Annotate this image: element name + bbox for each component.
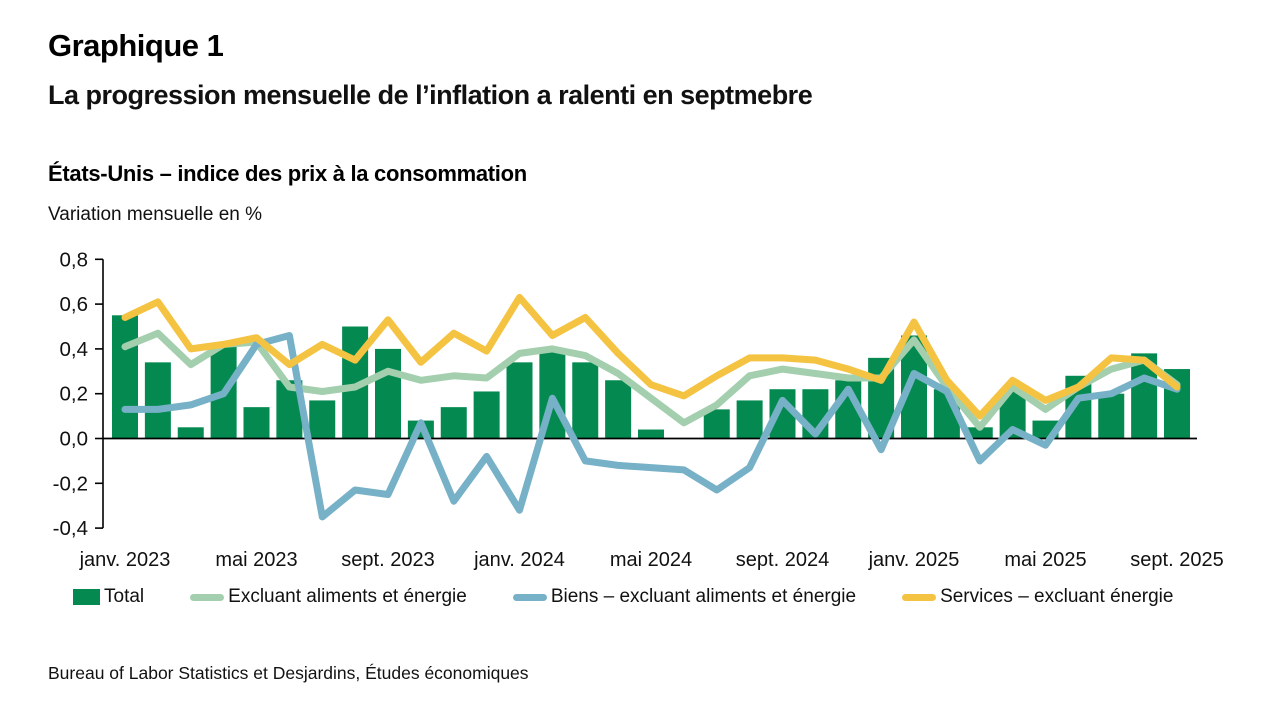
total-bar-swatch-icon — [73, 589, 100, 605]
x-tick-label: sept. 2025 — [1130, 549, 1223, 571]
legend-label-services: Services – excluant énergie — [940, 586, 1174, 607]
series-line — [121, 332, 1181, 521]
total-bar — [440, 407, 467, 439]
x-tick-label: mai 2024 — [610, 549, 692, 571]
chart-kicker: Graphique 1 — [48, 28, 224, 63]
x-tick-label: janv. 2025 — [868, 549, 960, 571]
total-bar — [144, 362, 171, 439]
chart-legend: Total Excluant aliments et énergie Biens… — [73, 586, 1173, 608]
total-bar — [177, 427, 204, 439]
total-bar — [1098, 393, 1125, 439]
total-bar — [473, 391, 500, 439]
y-tick-label: -0,4 — [53, 517, 88, 540]
total-bar — [605, 380, 632, 439]
y-tick-label: 0,2 — [60, 383, 89, 406]
total-bar — [703, 409, 730, 439]
legend-label-core: Excluant aliments et énergie — [228, 586, 467, 607]
x-tick-label: sept. 2024 — [736, 549, 829, 571]
legend-item-services: Services – excluant énergie — [902, 586, 1173, 608]
chart-subtitle: États-Unis – indice des prix à la consom… — [48, 161, 527, 186]
y-tick-label: 0,8 — [60, 248, 89, 271]
goods-line-swatch-icon — [512, 593, 547, 601]
total-bar — [572, 362, 599, 439]
y-tick-label: 0,0 — [60, 428, 89, 451]
total-bar — [243, 407, 270, 439]
total-bar — [506, 362, 533, 439]
page-title: La progression mensuelle de l’inflation … — [48, 80, 813, 110]
total-bar — [112, 315, 138, 439]
x-tick-label: mai 2023 — [215, 549, 297, 571]
services-line-swatch-icon — [902, 593, 937, 601]
x-tick-label: janv. 2024 — [473, 549, 565, 571]
core-line-swatch-icon — [190, 593, 225, 601]
total-bar — [966, 427, 993, 439]
y-tick-label: 0,4 — [60, 338, 89, 361]
total-bar — [638, 429, 664, 439]
series-line — [121, 293, 1181, 420]
y-tick-label: 0,6 — [60, 293, 89, 316]
legend-item-core: Excluant aliments et énergie — [190, 586, 467, 608]
legend-item-goods: Biens – excluant aliments et énergie — [512, 586, 857, 608]
total-bar — [309, 400, 336, 439]
source-note: Bureau of Labor Statistics et Desjardins… — [48, 663, 529, 683]
x-tick-label: sept. 2023 — [341, 549, 434, 571]
y-axis-unit-label: Variation mensuelle en % — [48, 204, 263, 225]
x-tick-label: janv. 2023 — [79, 549, 171, 571]
legend-label-goods: Biens – excluant aliments et énergie — [550, 586, 857, 607]
legend-label-total: Total — [104, 586, 145, 607]
legend-item-total: Total — [73, 586, 144, 608]
y-tick-label: -0,2 — [53, 472, 88, 495]
chart-canvas: 0,8 0,6 0,4 0,2 0,0 -0,2 -0,4 janv. 2023 mai 202… — [53, 248, 1224, 571]
total-bar — [375, 348, 401, 439]
x-tick-label: mai 2025 — [1004, 549, 1086, 571]
total-bar — [736, 400, 763, 439]
